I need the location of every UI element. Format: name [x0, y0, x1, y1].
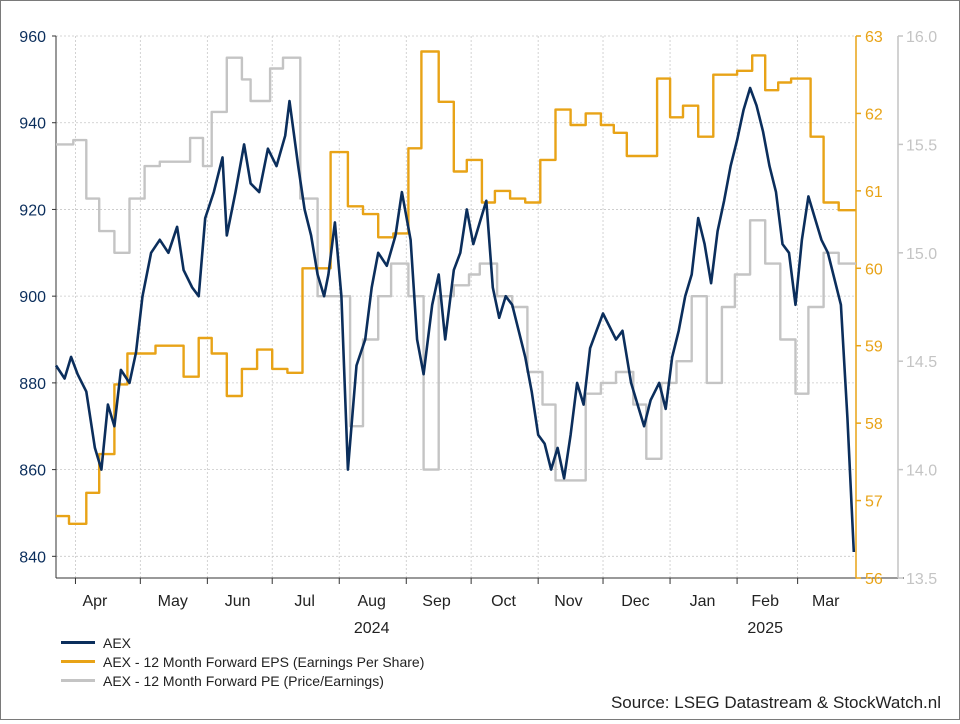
pe-tick-label: 16.0	[906, 29, 937, 46]
x-year-label: 2024	[354, 620, 390, 637]
aex-series-line	[54, 86, 856, 553]
legend-item-eps: AEX - 12 Month Forward EPS (Earnings Per…	[61, 652, 424, 671]
axes	[52, 35, 904, 584]
x-tick-label: Aug	[357, 593, 385, 610]
x-tick-label: Sep	[422, 593, 451, 610]
x-tick-label: Apr	[82, 593, 108, 610]
legend-swatch-aex	[61, 641, 95, 644]
series-lines	[54, 50, 856, 553]
left-tick-label: 880	[19, 376, 46, 393]
x-tick-label: Jun	[225, 593, 251, 610]
x-year-label: 2025	[747, 620, 783, 637]
left-tick-label: 960	[19, 29, 46, 46]
eps-tick-label: 62	[865, 106, 883, 123]
x-tick-label: Feb	[751, 593, 779, 610]
left-tick-label: 840	[19, 549, 46, 566]
x-tick-label: Jan	[690, 593, 716, 610]
eps-tick-label: 56	[865, 571, 883, 588]
grid-lines	[56, 35, 856, 578]
legend-label-pe: AEX - 12 Month Forward PE (Price/Earning…	[103, 672, 384, 689]
pe-tick-label: 13.5	[906, 571, 937, 588]
pe-tick-label: 15.5	[906, 137, 937, 154]
pe-tick-label: 14.5	[906, 354, 937, 371]
eps-tick-label: 58	[865, 416, 883, 433]
pe-tick-label: 14.0	[906, 463, 937, 480]
x-tick-label: Oct	[491, 593, 516, 610]
tick-labels: 840 860 880 900 920 940 960 56 57 58 59 60 61 62 63 13.…	[19, 29, 937, 637]
left-tick-label: 920	[19, 202, 46, 219]
x-tick-label: Nov	[554, 593, 582, 610]
x-tick-label: Jul	[294, 593, 314, 610]
legend: AEX AEX - 12 Month Forward EPS (Earnings…	[61, 633, 424, 690]
legend-swatch-eps	[61, 660, 95, 663]
x-tick-label: Mar	[812, 593, 840, 610]
source-note: Source: LSEG Datastream & StockWatch.nl	[610, 693, 941, 712]
x-tick-label: Dec	[621, 593, 649, 610]
left-tick-label: 860	[19, 463, 46, 480]
x-tick-label: May	[158, 593, 188, 610]
legend-label-aex: AEX	[103, 634, 132, 651]
legend-item-pe: AEX - 12 Month Forward PE (Price/Earning…	[61, 671, 424, 690]
pe-tick-label: 15.0	[906, 246, 937, 263]
left-tick-label: 900	[19, 289, 46, 306]
eps-tick-label: 60	[865, 261, 883, 278]
eps-tick-label: 61	[865, 184, 883, 201]
eps-series-line	[56, 50, 856, 525]
pe-series-line	[56, 56, 856, 482]
legend-item-aex: AEX	[61, 633, 424, 652]
eps-tick-label: 59	[865, 339, 883, 356]
legend-label-eps: AEX - 12 Month Forward EPS (Earnings Per…	[103, 653, 425, 670]
eps-tick-label: 57	[865, 494, 883, 511]
eps-tick-label: 63	[865, 29, 883, 46]
legend-swatch-pe	[61, 679, 95, 682]
left-tick-label: 940	[19, 116, 46, 133]
